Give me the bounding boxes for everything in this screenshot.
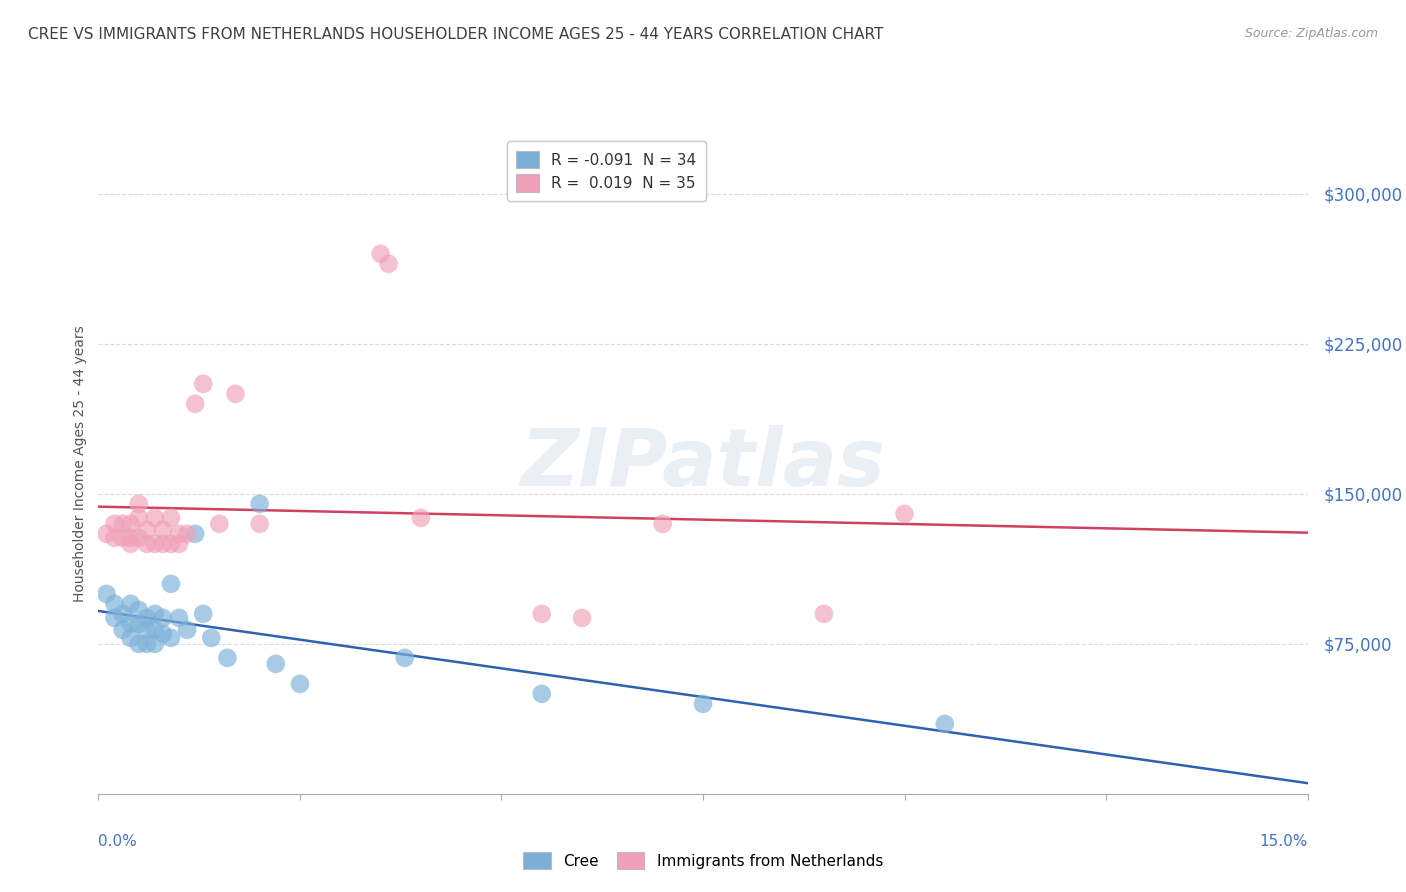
Point (135, 537, 157, 551)
Point (143, 623, 166, 637)
Point (184, 526, 207, 541)
Point (128, 603, 150, 617)
Point (96, 587, 118, 601)
Point (111, 516, 134, 531)
Point (128, 497, 150, 511)
Point (120, 597, 142, 611)
Point (152, 627, 174, 641)
Legend: R = -0.091  N = 34, R =  0.019  N = 35: R = -0.091 N = 34, R = 0.019 N = 35 (508, 142, 706, 202)
Point (530, 687, 553, 701)
Point (120, 631, 142, 645)
Point (135, 637, 157, 651)
Text: Source: ZipAtlas.com: Source: ZipAtlas.com (1244, 27, 1378, 40)
Point (160, 577, 183, 591)
Point (249, 516, 271, 531)
Point (111, 607, 134, 621)
Point (96, 526, 118, 541)
Point (893, 507, 915, 521)
Y-axis label: Householder Income Ages 25 - 44 years: Householder Income Ages 25 - 44 years (73, 326, 87, 602)
Point (103, 611, 125, 625)
Point (143, 607, 166, 621)
Text: CREE VS IMMIGRANTS FROM NETHERLANDS HOUSEHOLDER INCOME AGES 25 - 44 YEARS CORREL: CREE VS IMMIGRANTS FROM NETHERLANDS HOUS… (28, 27, 883, 42)
Point (530, 607, 553, 621)
Point (160, 631, 183, 645)
Point (152, 537, 174, 551)
Point (128, 616, 150, 631)
Text: 15.0%: 15.0% (1260, 834, 1308, 849)
Point (193, 376, 215, 391)
Point (143, 511, 166, 525)
Point (571, 611, 593, 625)
Point (160, 537, 183, 551)
Point (120, 516, 142, 531)
Point (692, 697, 714, 711)
Point (167, 526, 190, 541)
Point (651, 516, 673, 531)
Legend: Cree, Immigrants from Netherlands: Cree, Immigrants from Netherlands (517, 846, 889, 875)
Point (167, 537, 190, 551)
Point (377, 257, 399, 271)
Point (128, 637, 150, 651)
Point (103, 516, 125, 531)
Point (264, 657, 287, 671)
Point (103, 531, 125, 545)
Point (135, 611, 157, 625)
Point (176, 623, 198, 637)
Point (111, 623, 134, 637)
Point (120, 537, 142, 551)
Point (143, 637, 166, 651)
Point (249, 497, 271, 511)
Point (167, 611, 190, 625)
Point (111, 531, 134, 545)
Point (217, 651, 239, 665)
Point (135, 623, 157, 637)
Point (288, 677, 311, 691)
Point (152, 523, 174, 537)
Point (160, 511, 183, 525)
Point (152, 611, 174, 625)
Point (813, 607, 835, 621)
Text: 0.0%: 0.0% (98, 834, 138, 849)
Point (128, 511, 150, 525)
Point (193, 607, 215, 621)
Point (135, 523, 157, 537)
Point (128, 531, 150, 545)
Point (184, 397, 207, 411)
Text: ZIPatlas: ZIPatlas (520, 425, 886, 503)
Point (200, 631, 222, 645)
Point (120, 616, 142, 631)
Point (224, 387, 246, 401)
Point (394, 651, 416, 665)
Point (120, 531, 142, 545)
Point (143, 537, 166, 551)
Point (409, 511, 432, 525)
Point (370, 247, 392, 261)
Point (934, 717, 956, 731)
Point (103, 597, 125, 611)
Point (208, 516, 231, 531)
Point (176, 526, 198, 541)
